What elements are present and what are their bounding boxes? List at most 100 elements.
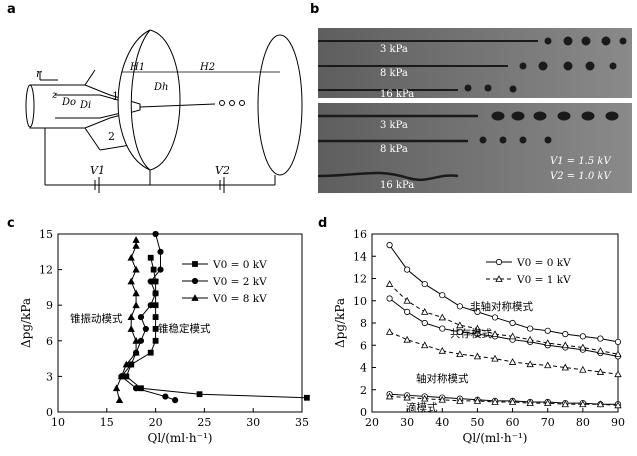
y-tick-label-4: 8 <box>360 317 367 330</box>
data-point-2-0 <box>115 396 124 404</box>
y-axis-label: Δpg/kPa <box>19 298 33 348</box>
data-point-2-9 <box>132 289 140 297</box>
series-line-0 <box>389 244 619 343</box>
data-point-2-4 <box>132 348 140 356</box>
legend-label-0: V0 = 0 kV <box>516 257 571 269</box>
y-tick-label-0: 0 <box>46 406 53 419</box>
data-point-2-9 <box>544 339 552 346</box>
annotation-2: 轴对称模式 <box>416 372 469 385</box>
legend-label-0: V0 = 0 kV <box>212 259 267 271</box>
data-point-3-13 <box>614 370 622 378</box>
data-point-5-11 <box>579 400 587 408</box>
x-tick-label-3: 50 <box>470 416 484 429</box>
y-tick-label-1: 3 <box>46 370 53 383</box>
data-point-0-11 <box>579 333 586 340</box>
data-point-0-9 <box>544 327 551 334</box>
data-point-1-1 <box>162 393 169 400</box>
data-point-0-1 <box>196 391 203 398</box>
y-tick-label-5: 15 <box>39 228 53 241</box>
legend-marker-1 <box>191 277 199 285</box>
data-point-0-11 <box>152 278 159 285</box>
data-point-3-6 <box>491 354 499 362</box>
data-point-5-12 <box>596 400 605 408</box>
data-point-0-0 <box>386 242 393 249</box>
x-tick-label-4: 30 <box>246 416 260 429</box>
y-tick-label-6: 12 <box>353 273 367 286</box>
data-point-2-7 <box>508 332 517 340</box>
data-point-2-5 <box>132 336 140 344</box>
data-point-1-2 <box>421 319 428 327</box>
data-point-5-0 <box>385 392 394 400</box>
voltage-note-1: V1 = 1.5 kV <box>550 156 612 167</box>
data-point-1-2 <box>132 385 140 392</box>
data-point-0-13 <box>614 338 622 346</box>
legend-label-1: V0 = 1 kV <box>516 274 571 286</box>
x-tick-label-3: 25 <box>197 416 211 429</box>
x-tick-label-2: 40 <box>435 416 449 429</box>
label-H2: H2 <box>199 62 215 73</box>
data-point-1-8 <box>137 313 145 321</box>
panel-label-a: a <box>7 2 16 17</box>
data-point-5-2 <box>421 394 429 402</box>
annotation-3: 滴模式 <box>406 401 438 414</box>
panel-a-schematic: r z Do Di 1 2 Dh H1 H2 V1 V2 <box>25 29 303 193</box>
data-point-2-3 <box>122 360 130 368</box>
label-Dh: Dh <box>153 82 168 93</box>
legend-marker-1 <box>495 275 503 282</box>
data-point-0-9 <box>152 302 159 309</box>
panel-label-b: b <box>310 2 320 17</box>
data-point-2-2 <box>421 308 429 315</box>
data-point-5-5 <box>473 397 482 404</box>
data-point-1-11 <box>147 278 154 285</box>
x-tick-label-1: 15 <box>100 416 114 429</box>
electrode-ring-2 <box>257 34 303 176</box>
label-V2: V2 <box>215 164 230 177</box>
annotation-0: 非轴对称模式 <box>470 300 533 313</box>
data-point-0-0 <box>303 394 310 401</box>
x-axis-label: Ql/(ml·h⁻¹) <box>463 431 528 445</box>
strip-label-6: 16 kPa <box>380 180 414 191</box>
y-tick-label-8: 16 <box>353 228 367 241</box>
data-point-2-6 <box>127 325 135 332</box>
panel-label-d: d <box>318 216 328 231</box>
data-point-3-5 <box>473 352 482 360</box>
data-point-0-10 <box>562 331 569 338</box>
label-r: r <box>36 67 42 80</box>
label-Di: Di <box>79 100 91 111</box>
data-point-3-9 <box>544 361 552 369</box>
data-point-5-10 <box>561 400 569 408</box>
legend-marker-0 <box>192 261 198 267</box>
label-2: 2 <box>108 130 115 143</box>
x-tick-label-5: 70 <box>541 416 555 429</box>
annotation-1: 共存模式 <box>450 327 492 340</box>
data-point-0-4 <box>456 303 463 310</box>
x-tick-label-2: 20 <box>149 416 163 429</box>
y-tick-label-5: 10 <box>353 295 367 308</box>
x-tick-label-6: 80 <box>576 416 590 429</box>
x-tick-label-5: 35 <box>295 416 309 429</box>
plot-frame <box>371 233 619 413</box>
data-point-2-11 <box>579 343 587 351</box>
data-point-0-3 <box>439 292 446 299</box>
circuit <box>44 128 276 193</box>
data-point-5-3 <box>438 395 446 403</box>
data-point-2-10 <box>561 341 569 349</box>
data-point-2-0 <box>385 280 394 287</box>
data-point-2-5 <box>473 324 482 332</box>
data-point-5-1 <box>403 393 411 401</box>
data-point-2-12 <box>596 346 605 354</box>
plot-frame <box>57 233 303 413</box>
x-tick-label-1: 30 <box>400 416 414 429</box>
coordinate-axes <box>39 72 58 81</box>
label-V1: V1 <box>90 164 105 177</box>
data-point-3-7 <box>508 358 517 365</box>
strip-label-5: 8 kPa <box>380 144 408 155</box>
panel-b-photos: 3 kPa 8 kPa 16 kPa 3 kPa 8 kPa 16 kPa V1… <box>318 28 632 193</box>
data-point-1-4 <box>128 361 135 368</box>
x-tick-label-4: 60 <box>506 416 520 429</box>
data-point-1-10 <box>152 290 159 297</box>
data-point-1-14 <box>152 230 159 238</box>
data-point-3-2 <box>421 341 429 349</box>
annotation-1: 锥稳定模式 <box>158 322 211 335</box>
data-point-0-6 <box>152 337 159 344</box>
